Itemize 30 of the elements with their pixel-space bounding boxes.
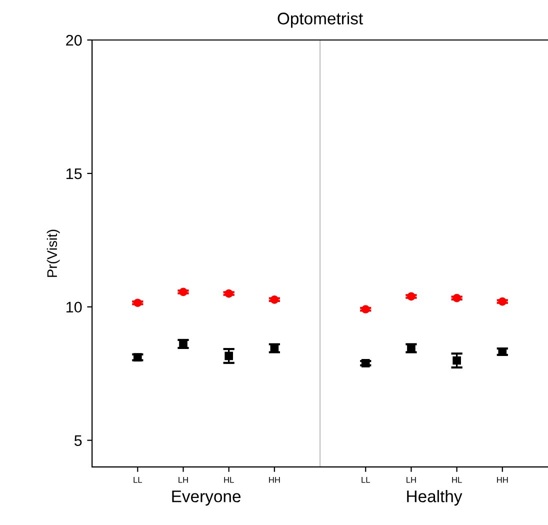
x-axis-title: Everyone bbox=[172, 490, 241, 506]
point bbox=[498, 297, 507, 306]
point bbox=[361, 359, 370, 368]
x-tick-label: LL bbox=[362, 477, 370, 483]
point bbox=[224, 289, 234, 298]
point bbox=[133, 353, 142, 362]
x-tick-label: HH bbox=[269, 477, 280, 483]
point bbox=[407, 292, 416, 301]
x-tick-label: LH bbox=[178, 477, 188, 483]
y-tick-label: 20 bbox=[66, 34, 82, 46]
point bbox=[452, 356, 461, 365]
y-tick-label: 15 bbox=[66, 168, 82, 180]
point bbox=[407, 344, 416, 352]
point bbox=[179, 288, 188, 296]
x-tick-label: HH bbox=[497, 477, 508, 483]
y-axis-title: Pr(Visit) bbox=[46, 230, 60, 277]
x-tick-label: HL bbox=[224, 477, 234, 483]
x-axis-title: Healthy bbox=[407, 490, 462, 506]
y-tick-label: 10 bbox=[66, 302, 82, 313]
x-tick-label: HL bbox=[452, 477, 462, 483]
point bbox=[133, 298, 142, 308]
point bbox=[270, 344, 279, 352]
x-tick-label: LL bbox=[134, 477, 142, 483]
point bbox=[361, 305, 370, 314]
point bbox=[270, 295, 279, 304]
point bbox=[224, 352, 234, 360]
chart-title: Optometrist bbox=[278, 12, 363, 28]
point bbox=[452, 294, 461, 302]
x-tick-label: LH bbox=[406, 477, 416, 483]
y-tick-label: 5 bbox=[74, 435, 82, 446]
